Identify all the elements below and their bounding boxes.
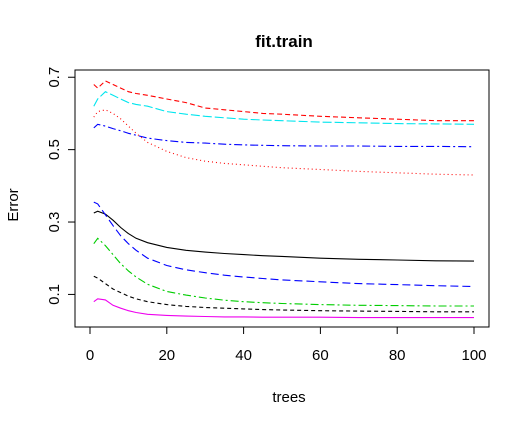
series-line-3	[94, 124, 474, 146]
chart-title: fit.train	[255, 32, 313, 51]
series-line-8	[94, 276, 474, 312]
series-line-2	[94, 92, 474, 125]
y-axis-label: Error	[5, 188, 22, 221]
series-line-7	[94, 238, 474, 306]
series-line-6	[94, 202, 474, 286]
x-axis: 0 20 40 60 80 100	[86, 327, 487, 364]
series-line-9	[94, 299, 474, 318]
series-layer	[94, 81, 474, 318]
y-tick-label: 0.7	[46, 67, 63, 88]
x-axis-label: trees	[272, 389, 305, 406]
y-tick-label: 0.1	[46, 284, 63, 305]
x-tick-label: 20	[158, 347, 175, 364]
y-tick-label: 0.3	[46, 212, 63, 233]
x-tick-label: 60	[312, 347, 329, 364]
series-line-5	[94, 211, 474, 261]
series-line-1	[94, 81, 474, 121]
x-tick-label: 100	[461, 347, 486, 364]
y-axis: 0.1 0.3 0.5 0.7	[46, 67, 75, 305]
x-tick-label: 0	[86, 347, 94, 364]
x-tick-label: 80	[389, 347, 406, 364]
plot-frame	[75, 70, 489, 327]
x-tick-label: 40	[235, 347, 252, 364]
y-tick-label: 0.5	[46, 139, 63, 160]
